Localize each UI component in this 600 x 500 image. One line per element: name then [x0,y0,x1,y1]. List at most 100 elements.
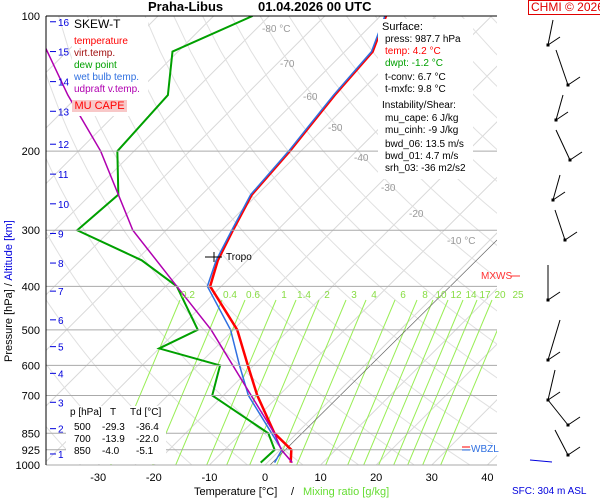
isotherm [46,16,381,352]
table-header-t: T [110,407,117,418]
table-header-td: Td [°C] [130,407,162,418]
mixing-ratio-label: 0.6 [246,290,260,301]
wind-barb-point [546,298,550,302]
wind-barb-flag [552,191,566,201]
isotherm-label: -40 [354,153,369,164]
table-cell: 850 [74,446,91,457]
mixing-ratio-line [422,299,493,465]
mixing-ratio-label: 25 [512,290,524,301]
wind-barb-staff [555,129,571,161]
surface-wind-barb [529,459,553,463]
altitude-tick-label: 9 [58,229,64,240]
isotherm [487,454,497,465]
wind-barb-flag [567,416,581,426]
isotherm [375,343,497,465]
altitude-tick-label: 15 [58,48,70,59]
altitude-tick-label: 14 [58,78,70,89]
wind-barb-point [551,198,555,202]
mxws-label: MXWS [481,271,513,282]
mixing-ratio-label: 2 [324,290,330,301]
wind-barb-staff [552,174,561,201]
mixing-ratio-label: 10 [435,290,447,301]
temp-tick-label: 10 [314,472,326,484]
wind-barb-flag [567,76,581,86]
wind-barb-point [546,358,550,362]
x-axis-label-separator: / [291,486,295,498]
surface-press: press: 987.7 hPa [385,34,461,45]
pressure-tick-label: 600 [22,360,40,372]
table-cell: -36.4 [136,422,159,433]
wind-barb-point [563,238,567,242]
wind-barb-flag [547,291,561,301]
copyright: CHMI © 2026 [528,0,600,16]
dry-adiabat [577,16,600,465]
wind-barb-staff [554,429,569,456]
temp-tick-label: 20 [370,472,382,484]
pressure-tick-label: 850 [22,428,40,440]
mixing-ratio-label: 1.4 [297,290,311,301]
altitude-tick-label: 16 [58,18,70,29]
table-cell: -5.1 [136,446,154,457]
table-cell: 500 [74,422,91,433]
legend: SKEW-T temperature virt.temp. dew point … [72,17,148,116]
surface-info: Surface: press: 987.7 hPa temp: 4.2 °C d… [378,19,473,179]
legend-temperature: temperature [74,36,128,47]
wind-barb-point [566,83,570,87]
sfc-height: SFC: 304 m ASL [512,486,587,497]
altitude-tick-label: 13 [58,107,70,118]
dry-adiabat [259,16,497,279]
isotherm [209,176,497,465]
dry-adiabat [230,16,497,312]
altitude-tick-label: 8 [58,259,64,270]
mixing-ratio-line [347,299,418,465]
pressure-tick-label: 200 [22,146,40,158]
mixing-ratio-label: 8 [422,290,428,301]
pressure-tick-label: 100 [22,11,40,23]
dry-adiabat [317,16,497,214]
altitude-tick-label: 5 [58,343,64,354]
mixing-ratio-line [226,299,297,465]
series-wet-bulb-temp- [206,16,386,464]
isotherm-label: -60 [303,92,318,103]
isotherm-label: -70 [280,59,295,70]
table-cell: -4.0 [102,446,120,457]
wind-barb-point [554,118,558,122]
wind-barb-point [546,43,550,47]
altitude-tick-label: 2 [58,425,64,436]
mixing-ratio-line [407,299,478,465]
wind-barb-staff [547,19,554,46]
temp-tick-label: -30 [90,472,106,484]
mixing-ratio-line [296,299,367,465]
mixing-ratio-label: 20 [494,290,506,301]
altitude-tick-label: 4 [58,369,64,380]
pressure-tick-label: 400 [22,281,40,293]
surface-dwpt: dwpt: -1.2 °C [385,58,443,69]
isotherm-label: -20 [409,209,424,220]
isotherm-label: -10 °C [447,236,475,247]
mixing-ratio-label: 0.2 [181,290,195,301]
pressure-tick-label: 500 [22,325,40,337]
legend-virt-temp: virt.temp. [74,48,116,59]
isotherm-label: -30 [381,183,396,194]
dry-adiabat [519,16,600,465]
dry-adiabat [548,16,600,465]
dry-adiabat [489,16,497,24]
dry-adiabat [202,16,497,345]
wind-barb-staff [547,369,556,401]
altitude-tick-label: 11 [58,170,69,181]
isotherm [264,232,497,465]
wind-barb-point [566,423,570,427]
mu-cape: mu_cape: 6 J/kg [385,113,459,124]
mixing-ratio-line [249,299,320,465]
temp-tick-label: -20 [146,472,162,484]
isotherm [97,65,497,465]
table-cell: 700 [74,434,91,445]
reference-line [269,239,497,465]
wind-barb-point [566,453,570,457]
altitude-tick-label: 6 [58,316,64,327]
mu-cape-badge: MU CAPE [72,100,127,113]
wind-barb-staff [555,49,569,86]
y-axis-label: Pressure [hPa] / Altitude [km] [3,220,15,362]
mixing-ratio-label: 14 [465,290,477,301]
